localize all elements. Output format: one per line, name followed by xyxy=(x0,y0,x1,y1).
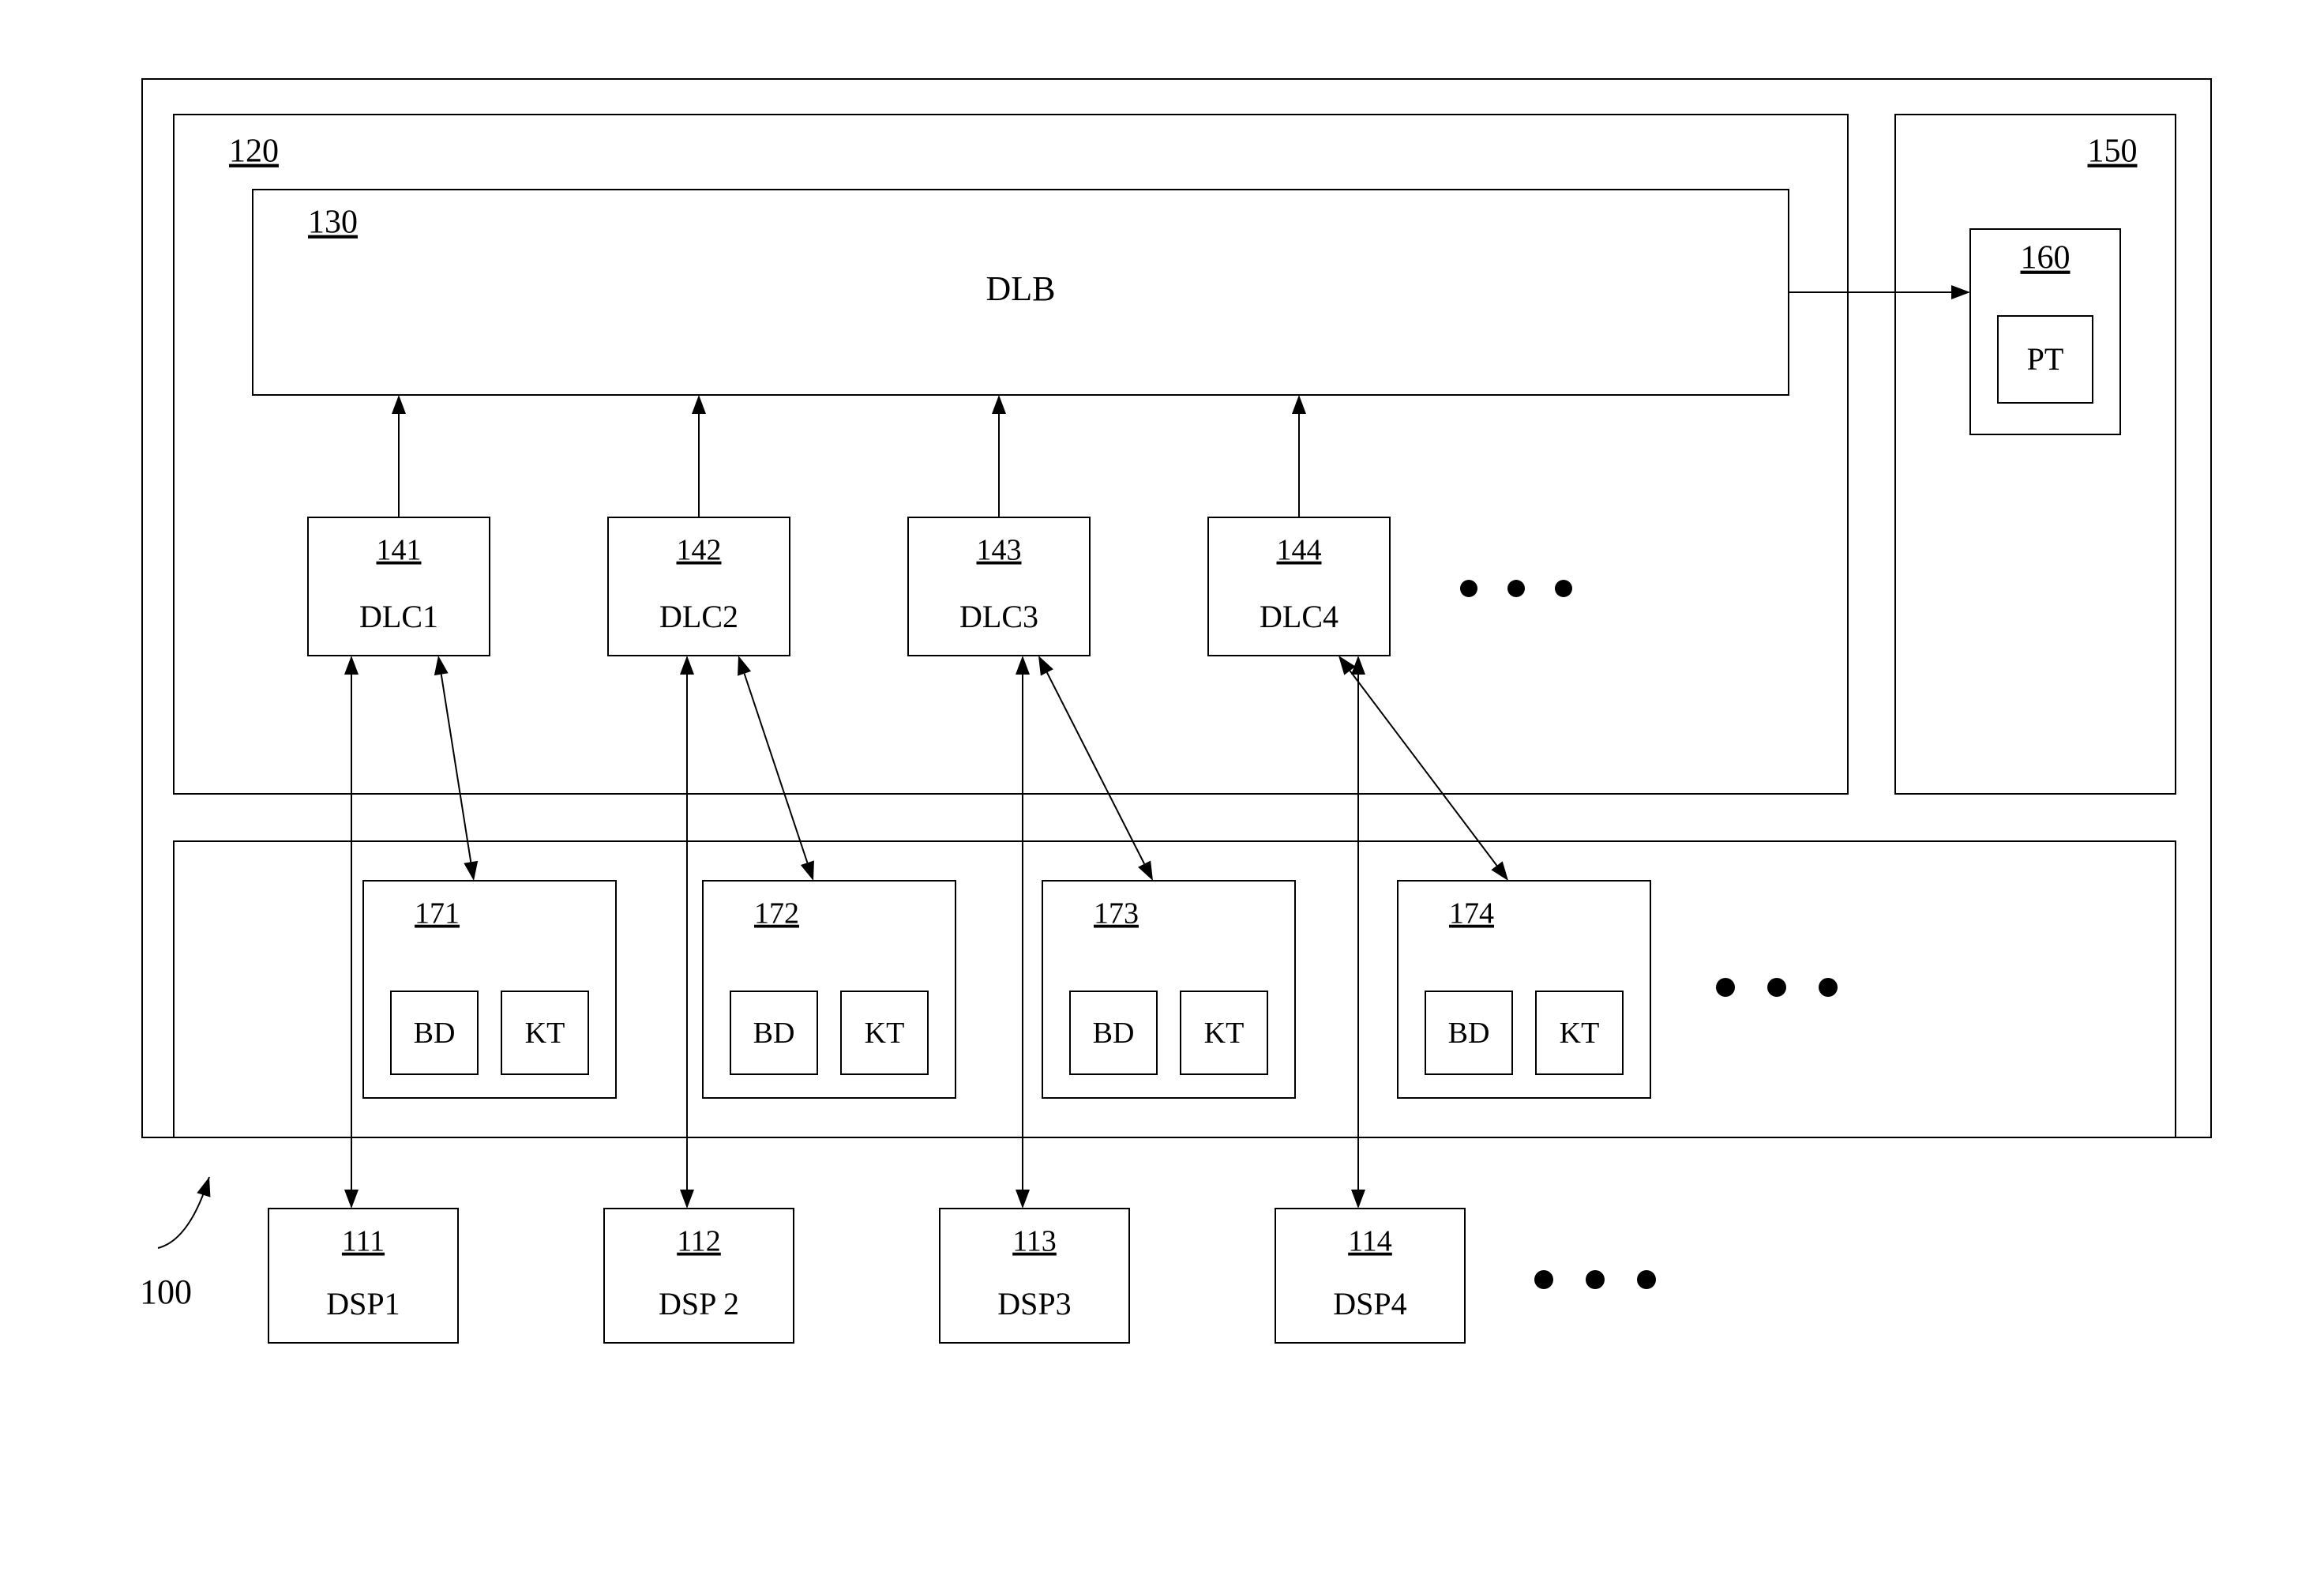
ref-141: 141 xyxy=(377,534,422,567)
dlc1-label: DLC1 xyxy=(359,599,438,634)
mem-ellipsis xyxy=(1716,978,1735,997)
mem-ellipsis xyxy=(1819,978,1838,997)
mem1-bd-label: BD xyxy=(414,1017,456,1050)
figure-ref-100: 100 xyxy=(140,1273,192,1311)
dsp4-label: DSP4 xyxy=(1333,1286,1406,1321)
mem2-bd-label: BD xyxy=(753,1017,795,1050)
mem1-kt-label: KT xyxy=(525,1017,565,1050)
mem4-kt-label: KT xyxy=(1560,1017,1600,1050)
dsp3-label: DSP3 xyxy=(997,1286,1071,1321)
ref-174: 174 xyxy=(1449,897,1494,930)
dlc-ellipsis xyxy=(1555,580,1572,597)
ref-150: 150 xyxy=(2088,133,2138,170)
dsp2-label: DSP 2 xyxy=(659,1286,739,1321)
mem2-kt-label: KT xyxy=(865,1017,905,1050)
ref-112: 112 xyxy=(677,1225,721,1258)
dsp-ellipsis xyxy=(1637,1270,1656,1289)
dlc4-label: DLC4 xyxy=(1260,599,1338,634)
pt-label: PT xyxy=(2027,341,2064,377)
ref-171: 171 xyxy=(415,897,460,930)
mem4-bd-label: BD xyxy=(1448,1017,1490,1050)
ref-113: 113 xyxy=(1012,1225,1057,1258)
arrowhead xyxy=(680,1190,694,1209)
dsp-ellipsis xyxy=(1534,1270,1553,1289)
ref-130: 130 xyxy=(308,205,358,241)
dlc3-label: DLC3 xyxy=(959,599,1038,634)
mem3-bd-label: BD xyxy=(1093,1017,1135,1050)
mem3-kt-label: KT xyxy=(1204,1017,1245,1050)
ref-142: 142 xyxy=(677,534,722,567)
arrowhead xyxy=(1016,1190,1030,1209)
ref-111: 111 xyxy=(342,1225,385,1258)
ref-172: 172 xyxy=(754,897,799,930)
ref-160: 160 xyxy=(2021,240,2071,276)
dlb-label: DLB xyxy=(986,269,1056,308)
ref-114: 114 xyxy=(1348,1225,1392,1258)
dlc-ellipsis xyxy=(1460,580,1477,597)
ref-173: 173 xyxy=(1094,897,1139,930)
mem-ellipsis xyxy=(1767,978,1786,997)
arrowhead xyxy=(197,1177,210,1197)
dsp1-label: DSP1 xyxy=(326,1286,400,1321)
ref-144: 144 xyxy=(1277,534,1322,567)
ref-143: 143 xyxy=(977,534,1022,567)
container-150 xyxy=(1895,115,2176,794)
arrowhead xyxy=(1351,1190,1365,1209)
ref-120: 120 xyxy=(229,133,279,170)
dlc-ellipsis xyxy=(1507,580,1525,597)
arrowhead xyxy=(344,1190,359,1209)
dsp-ellipsis xyxy=(1586,1270,1605,1289)
dlc2-label: DLC2 xyxy=(659,599,738,634)
